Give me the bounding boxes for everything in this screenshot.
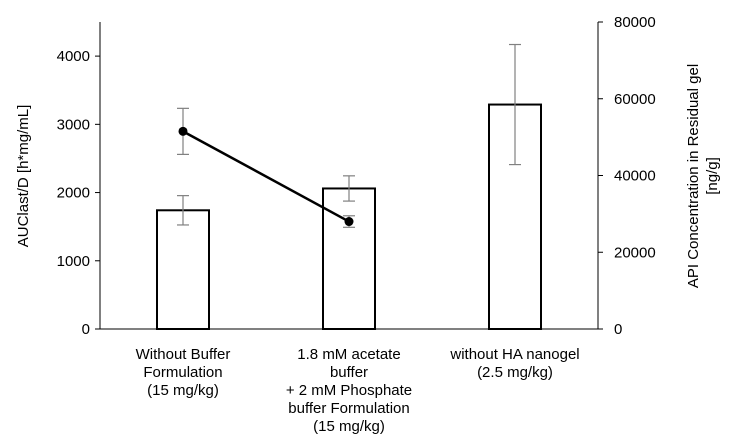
bar-error-bars — [177, 43, 521, 226]
left-axis-title: AUClast/D [h*mg/mL] — [15, 105, 32, 248]
right-axis-title-line: API Concentration in Residual gel — [685, 64, 702, 288]
series-line — [182, 130, 350, 223]
right-tick-label: 0 — [614, 321, 622, 338]
left-tick-label: 1000 — [57, 253, 90, 270]
category-labels: Without Buffer Formulation (15 mg/kg)1.8 m… — [136, 346, 580, 435]
category-label-line: Formulation — [143, 364, 222, 381]
right-tick-label: 40000 — [614, 168, 656, 185]
left-tick-label: 4000 — [57, 48, 90, 65]
left-tick-label: 2000 — [57, 185, 90, 202]
category-label: Without Buffer Formulation (15 mg/kg) — [136, 346, 231, 399]
right-axis-title: API Concentration in Residual gel [ng/g] — [685, 64, 721, 288]
category-label: without HA nanogel (2.5 mg/kg) — [449, 346, 579, 381]
category-label-line: + 2 mM Phosphate — [286, 382, 412, 399]
bar — [156, 209, 210, 330]
category-label-line: (2.5 mg/kg) — [477, 364, 553, 381]
right-tick-label: 80000 — [614, 14, 656, 31]
right-tick-label: 20000 — [614, 244, 656, 261]
category-label-line: Without Buffer — [136, 346, 231, 363]
data-point — [344, 217, 354, 227]
category-label-line: buffer — [330, 364, 368, 381]
left-tick-label: 0 — [82, 321, 90, 338]
category-label-line: 1.8 mM acetate — [297, 346, 400, 363]
bar — [322, 187, 376, 330]
category-label-line: (15 mg/kg) — [147, 382, 219, 399]
category-label: 1.8 mM acetate buffer + 2 mM Phosphate buff… — [286, 346, 412, 435]
category-label-line: (15 mg/kg) — [313, 418, 385, 435]
right-axis-title-line: [ng/g] — [704, 157, 721, 195]
right-axis-ticks: 0 20000 40000 60000 80000 — [598, 14, 656, 338]
category-label-line: without HA nanogel — [449, 346, 579, 363]
line-series — [177, 107, 355, 228]
category-label-line: buffer Formulation — [288, 400, 409, 417]
left-tick-label: 3000 — [57, 116, 90, 133]
right-tick-label: 60000 — [614, 91, 656, 108]
left-axis-ticks: 0 1000 2000 3000 4000 — [57, 48, 100, 338]
data-point — [178, 126, 188, 136]
